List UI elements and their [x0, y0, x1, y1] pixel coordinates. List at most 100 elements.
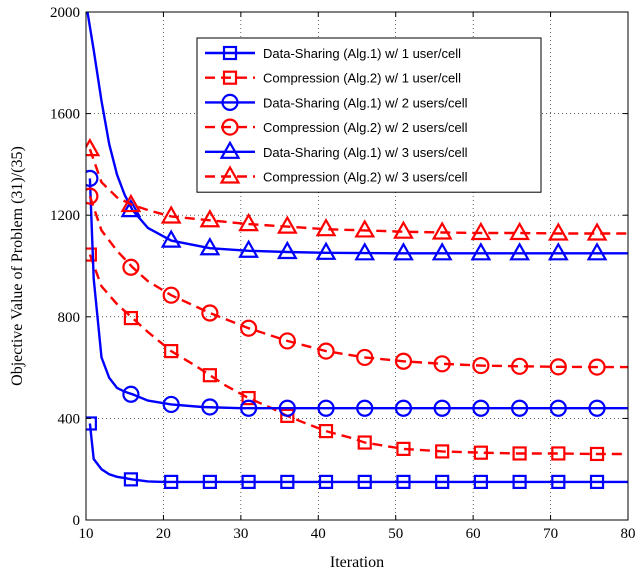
- y-tick-label: 800: [58, 310, 81, 326]
- series-3-point: [162, 395, 180, 414]
- series-1-point: [551, 474, 566, 489]
- series-3-point: [356, 399, 374, 417]
- series-3-point: [394, 399, 413, 417]
- series-4-point: [356, 348, 374, 367]
- legend-marker: [222, 70, 238, 85]
- series-3-point: [122, 385, 140, 403]
- series-2-point: [164, 343, 179, 359]
- series-1-point: [123, 472, 139, 487]
- series-3-point: [588, 399, 606, 417]
- series-3-point: [549, 399, 567, 417]
- x-tick-label: 10: [79, 526, 94, 542]
- x-tick-label: 60: [466, 526, 481, 542]
- series-2-point: [435, 444, 450, 459]
- series-6-point: [509, 221, 530, 241]
- series-6-point: [160, 205, 182, 224]
- series-4-point: [394, 352, 413, 370]
- series-1-point: [241, 474, 256, 489]
- series-4-point: [278, 332, 296, 350]
- series-6-point: [547, 222, 569, 241]
- x-tick-label: 70: [543, 526, 558, 542]
- series-2-point: [589, 446, 605, 462]
- series-1-point: [202, 474, 217, 489]
- series-4-point: [201, 304, 219, 322]
- series-1-point: [473, 474, 488, 489]
- series-4-point: [162, 286, 180, 304]
- series-1-line: [88, 423, 628, 484]
- series-4: [86, 187, 628, 376]
- series-2-point: [551, 446, 566, 461]
- legend-marker: [221, 118, 239, 136]
- series-4-point: [549, 358, 567, 376]
- series-1-point: [318, 474, 334, 489]
- series-3-point: [472, 399, 490, 417]
- x-axis-label: Iteration: [330, 554, 384, 571]
- series-3-point: [86, 169, 99, 187]
- series-6-point: [315, 217, 337, 237]
- series-5-point: [354, 242, 376, 261]
- series-6-point: [586, 222, 608, 241]
- legend-label: Compression (Alg.2) w/ 3 users/cell: [263, 170, 468, 185]
- series-1-point: [86, 416, 97, 431]
- series-5-point: [160, 229, 182, 248]
- series-6-point: [470, 221, 492, 241]
- plot-area: [86, 12, 628, 489]
- series-1-point: [164, 474, 179, 489]
- series-5-point: [393, 242, 414, 261]
- series-6-point: [120, 193, 142, 213]
- y-axis-label: Objective Value of Problem (31)/(35): [9, 146, 26, 386]
- y-tick-label: 2000: [50, 5, 80, 21]
- series-2-point: [123, 310, 139, 326]
- legend-marker: [219, 165, 241, 184]
- series-4-point: [240, 319, 258, 337]
- legend-box: [196, 37, 542, 193]
- series-1-point: [589, 474, 605, 489]
- series-6-line: [88, 148, 628, 235]
- series-6-point: [354, 219, 376, 238]
- series-4-point: [588, 358, 606, 376]
- series-3-point: [201, 398, 219, 416]
- series-2: [86, 247, 628, 462]
- series-5-line: [86, 12, 628, 255]
- series-3-point: [278, 399, 296, 417]
- series-1-point: [280, 474, 295, 489]
- series-6-point: [431, 221, 453, 240]
- series-4-point: [472, 356, 490, 375]
- x-tick-label: 50: [388, 526, 403, 542]
- x-tick-label: 40: [311, 526, 326, 542]
- series-5-point: [470, 242, 492, 261]
- legend-label: Compression (Alg.2) w/ 2 users/cell: [263, 120, 468, 135]
- series-3-point: [317, 399, 335, 417]
- series-2-point: [86, 247, 97, 262]
- legend-label: Data-Sharing (Alg.1) w/ 2 users/cell: [263, 95, 468, 110]
- series-5-point: [509, 242, 530, 261]
- series-6-point: [393, 220, 414, 239]
- series-2-point: [357, 435, 372, 450]
- series-4-point: [122, 258, 140, 276]
- series-4-point: [317, 342, 335, 360]
- series-5-point: [431, 242, 453, 261]
- series-6-point: [199, 209, 221, 228]
- series-1-point: [435, 474, 450, 489]
- legend-label: Compression (Alg.2) w/ 1 user/cell: [263, 71, 461, 86]
- series-6-point: [86, 137, 101, 157]
- legend: Data-Sharing (Alg.1) w/ 1 user/cell Compr…: [196, 37, 542, 193]
- series-1-point: [396, 474, 411, 489]
- x-tick-label: 30: [233, 526, 248, 542]
- series-4-point: [433, 355, 451, 373]
- legend-marker: [221, 93, 239, 112]
- series-5-point: [547, 242, 569, 261]
- series-2-point: [473, 445, 488, 460]
- series-1-point: [512, 474, 527, 489]
- series-5-point: [315, 241, 337, 260]
- y-tick-label: 1600: [50, 107, 80, 123]
- series-2-point: [280, 408, 295, 423]
- series-6: [86, 137, 628, 241]
- series-5: [86, 12, 628, 261]
- legend-marker: [219, 140, 241, 159]
- series-1-point: [357, 474, 372, 489]
- series-5-point: [199, 236, 221, 256]
- series-1: [86, 416, 628, 489]
- legend-marker: [222, 45, 238, 61]
